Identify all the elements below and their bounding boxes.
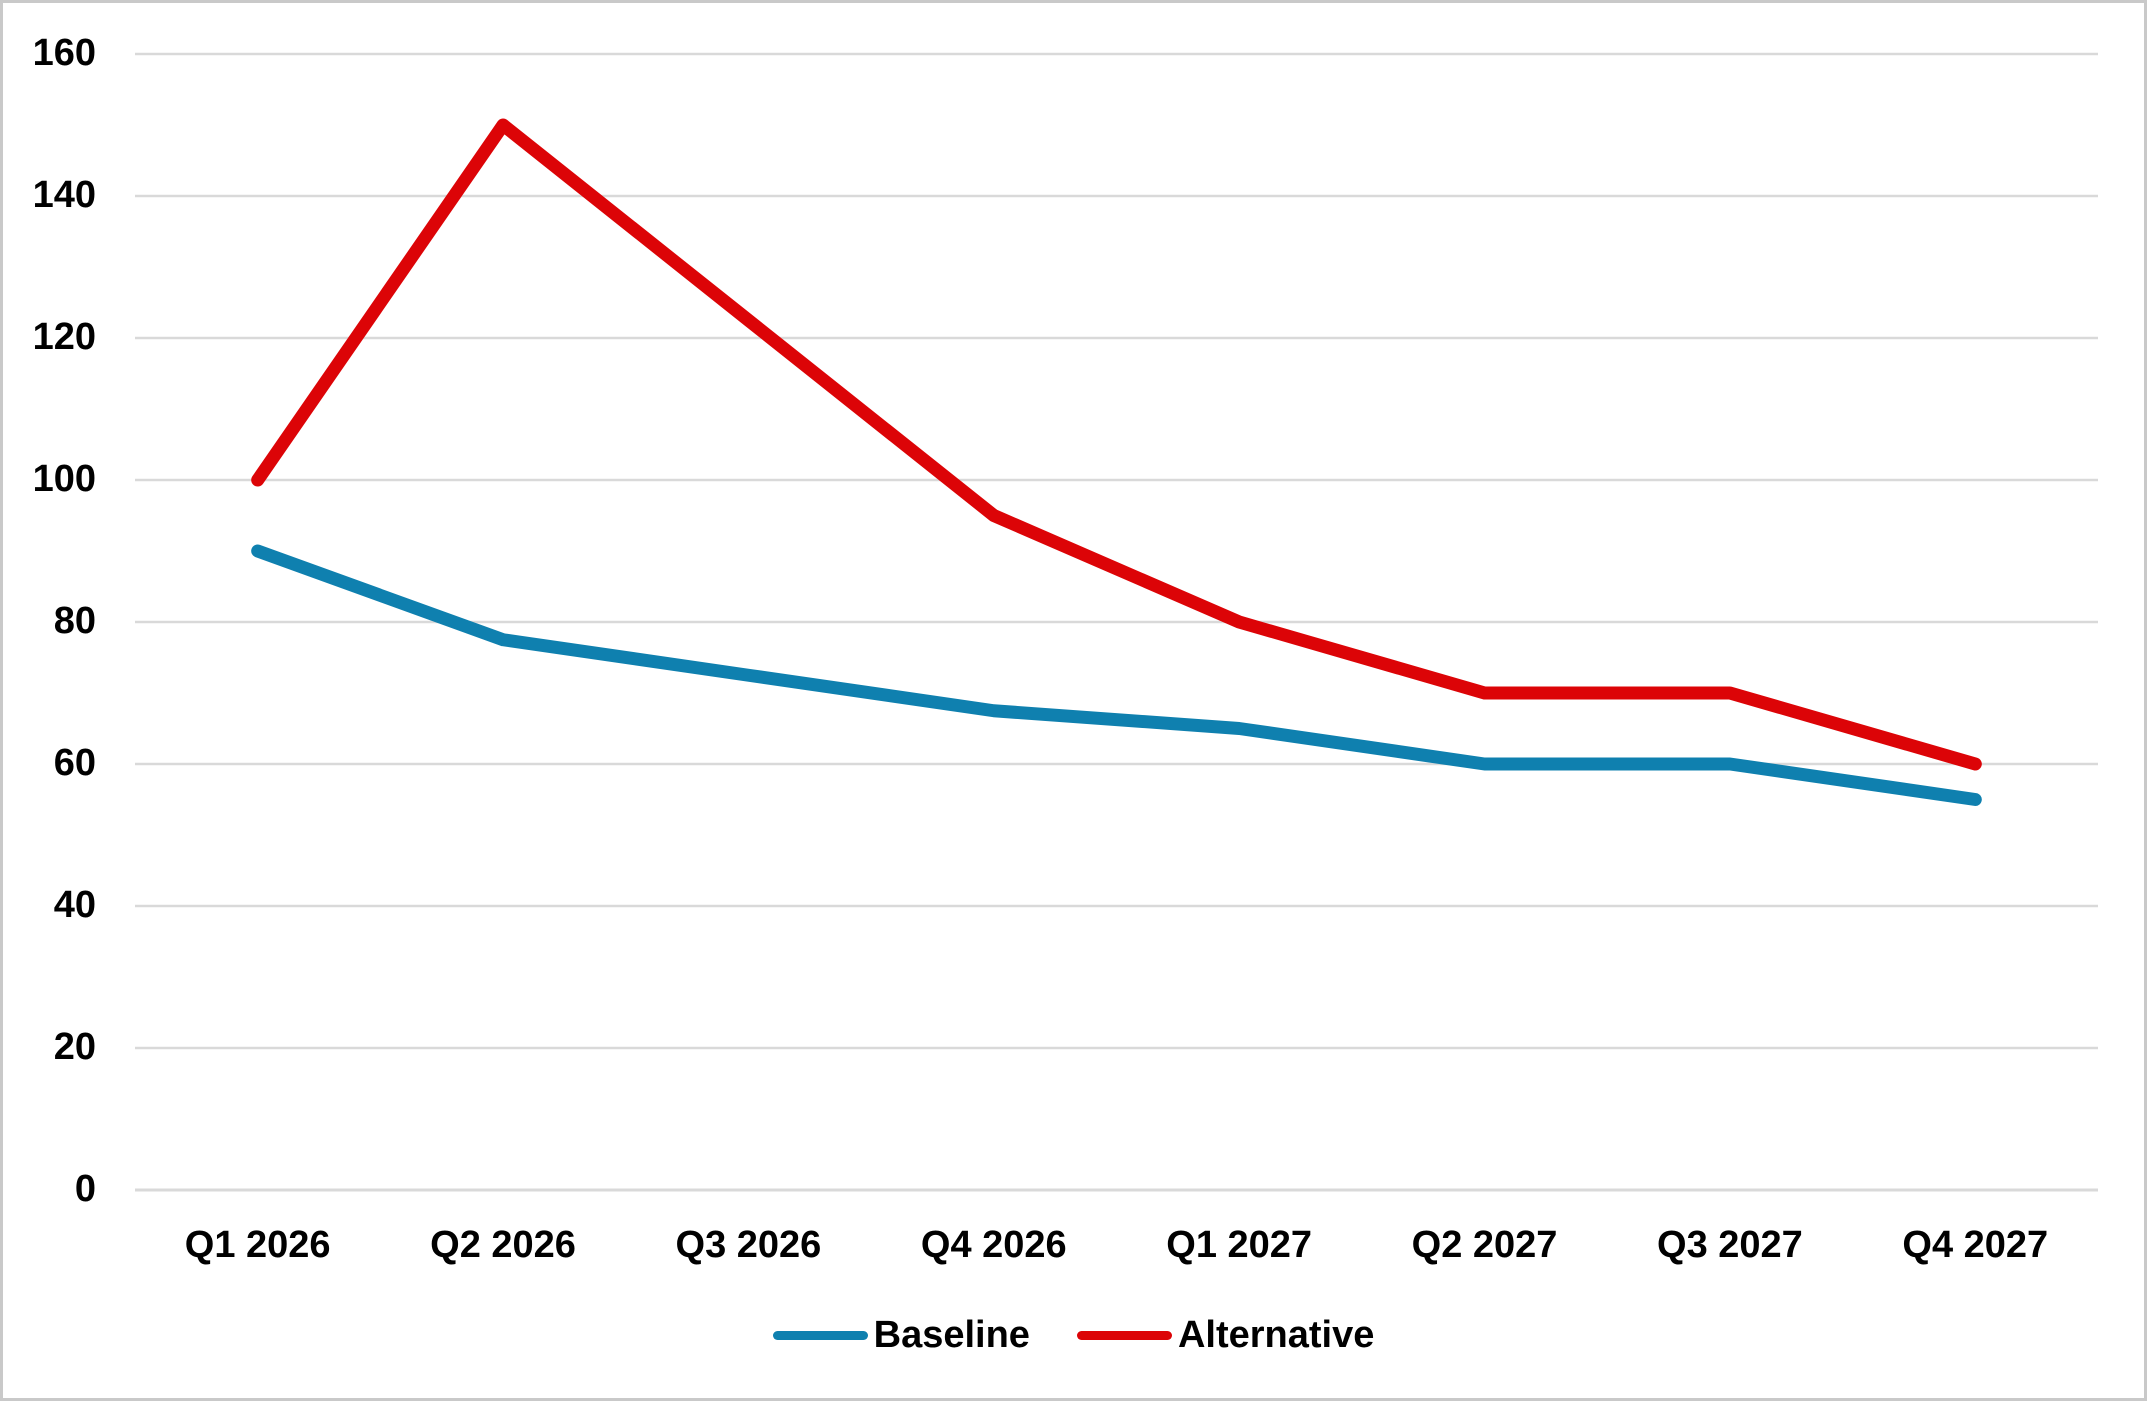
x-category-label: Q1 2026 [185, 1224, 331, 1266]
x-category-label: Q2 2026 [430, 1224, 576, 1266]
y-tick-label: 160 [33, 32, 96, 74]
legend-label-alternative: Alternative [1177, 1314, 1375, 1356]
y-tick-label: 80 [54, 600, 96, 642]
y-tick-label: 120 [33, 316, 96, 358]
y-tick-label: 20 [54, 1026, 96, 1068]
legend-item-baseline: Baseline [772, 1313, 1030, 1357]
series-line-alternative [251, 118, 1982, 771]
baseline-line-swatch-icon [772, 1330, 868, 1340]
x-category-label: Q4 2027 [1902, 1224, 2048, 1266]
y-tick-label: 60 [54, 742, 96, 784]
legend-item-alternative: Alternative [1076, 1313, 1375, 1357]
series-line-baseline [251, 544, 1982, 806]
x-category-label: Q3 2026 [676, 1224, 822, 1266]
y-tick-label: 40 [54, 884, 96, 926]
y-tick-label: 140 [33, 174, 96, 216]
x-category-label: Q3 2027 [1657, 1224, 1803, 1266]
y-tick-label: 100 [33, 458, 96, 500]
legend-label-baseline: Baseline [873, 1314, 1030, 1356]
legend: Baseline Alternative [3, 1313, 2144, 1357]
alternative-line-swatch-icon [1076, 1330, 1172, 1340]
x-category-label: Q1 2027 [1166, 1224, 1312, 1266]
plot-area: 0 20 40 60 80 100 120 140 160 Q1 2026 Q2 2026 Q3 20… [33, 32, 2098, 1266]
y-tick-label: 0 [75, 1168, 96, 1210]
x-category-label: Q2 2027 [1412, 1224, 1558, 1266]
x-category-label: Q4 2026 [921, 1224, 1067, 1266]
